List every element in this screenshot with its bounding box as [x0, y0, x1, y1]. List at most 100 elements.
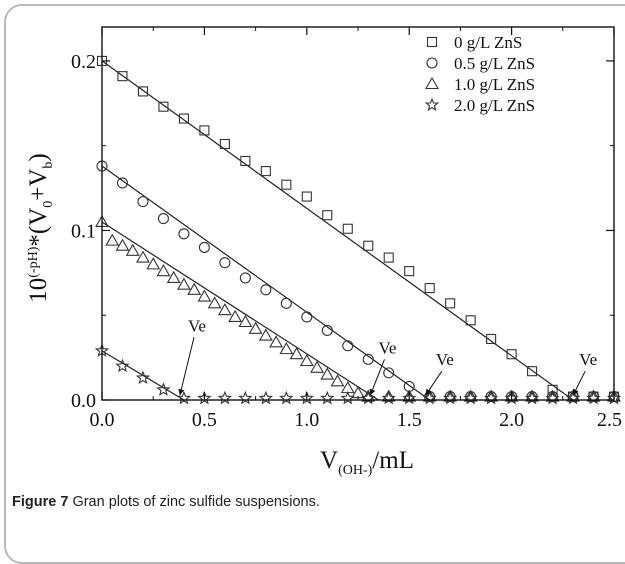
data-point-triangle	[279, 342, 294, 355]
data-point-star	[443, 390, 458, 405]
data-point-star	[565, 390, 581, 405]
legend-marker-triangle	[425, 76, 439, 90]
data-point-circle	[239, 272, 251, 284]
x-tick-label: 1.0	[294, 409, 319, 431]
plot-frame	[101, 26, 615, 401]
data-point-star	[402, 390, 417, 405]
x-tick-label: 2.0	[499, 409, 524, 431]
data-point-triangle	[228, 309, 243, 322]
legend-label: 2.0 g/L ZnS	[454, 96, 535, 115]
legend-label: 0 g/L ZnS	[454, 33, 522, 52]
ve-annotation: Ve	[369, 338, 396, 396]
data-point-circle	[157, 213, 169, 225]
data-point-star	[545, 390, 560, 405]
data-point-triangle	[105, 233, 120, 246]
data-point-square	[363, 240, 374, 251]
data-point-star	[320, 390, 335, 405]
ve-annotation: Ve	[425, 350, 454, 396]
data-point-circle	[280, 297, 292, 309]
data-point-triangle	[217, 303, 232, 316]
legend-label: 1.0 g/L ZnS	[454, 75, 535, 94]
data-point-star	[176, 390, 192, 405]
data-point-square	[424, 283, 435, 294]
data-point-triangle	[238, 314, 253, 328]
data-point-square	[240, 155, 251, 166]
data-point-star	[340, 390, 355, 405]
data-point-triangle	[320, 367, 335, 380]
annotations: Ve Ve Ve Ve	[178, 316, 597, 396]
ve-label: Ve	[188, 316, 206, 335]
data-point-star	[463, 390, 478, 405]
data-point-square	[260, 166, 271, 177]
data-point-triangle	[156, 264, 171, 277]
series-triangle	[95, 214, 621, 402]
data-point-star	[606, 390, 622, 405]
data-point-square	[404, 266, 415, 277]
data-point-square	[486, 333, 497, 345]
data-point-star	[258, 390, 273, 405]
data-point-square	[465, 315, 476, 326]
data-point-triangle	[187, 282, 202, 295]
ve-label: Ve	[436, 350, 454, 369]
legend-entry: 1.0 g/L ZnS	[425, 75, 535, 94]
data-point-square	[322, 210, 333, 221]
data-point-triangle	[136, 250, 150, 263]
fit-line-circle	[101, 165, 431, 401]
data-point-star	[422, 390, 437, 405]
data-point-triangle	[299, 353, 314, 367]
data-point-circle	[321, 324, 333, 337]
series-star	[94, 343, 622, 405]
data-point-square	[199, 125, 210, 136]
data-point-star	[524, 390, 540, 405]
data-point-circle	[116, 177, 129, 189]
x-tick-label: 2.5	[597, 409, 622, 431]
data-point-square	[547, 384, 558, 395]
data-point-star	[197, 390, 212, 405]
data-point-triangle	[125, 243, 140, 256]
series-square	[96, 55, 620, 402]
data-point-star	[238, 390, 253, 405]
data-point-triangle	[330, 374, 345, 387]
ve-label: Ve	[378, 338, 396, 357]
data-point-square	[383, 252, 394, 263]
plot-area	[94, 55, 622, 405]
data-point-triangle	[115, 238, 130, 251]
y-tick-label: 0.1	[71, 220, 96, 242]
ve-label: Ve	[579, 350, 597, 369]
data-point-triangle	[248, 321, 263, 334]
data-point-square	[178, 113, 189, 124]
x-axis-title: V(OH-)/mL	[320, 447, 414, 478]
data-point-triangle	[258, 328, 273, 341]
data-point-triangle	[289, 347, 304, 360]
data-point-star	[299, 390, 314, 405]
data-point-circle	[383, 367, 395, 379]
data-point-square	[342, 223, 353, 234]
data-point-triangle	[197, 289, 212, 302]
x-tick-label: 0.5	[192, 409, 217, 431]
figure-caption-text: Gran plots of zinc sulfide suspensions.	[72, 494, 320, 510]
legend-entry: 0 g/L ZnS	[426, 33, 522, 52]
data-point-square	[219, 138, 230, 150]
data-point-star	[586, 390, 601, 405]
ve-annotation: Ve	[178, 316, 206, 396]
data-point-star	[135, 370, 151, 385]
data-point-square	[527, 366, 538, 377]
x-tick-label: 1.5	[397, 409, 422, 431]
fit-line-triangle	[101, 221, 379, 401]
legend-entry: 0.5 g/L ZnS	[426, 54, 535, 73]
y-tick-label: 0.0	[71, 390, 96, 412]
ve-arrow	[572, 370, 586, 396]
data-point-star	[217, 390, 233, 405]
data-point-triangle	[166, 270, 181, 283]
data-point-square	[445, 298, 456, 309]
legend-label: 0.5 g/L ZnS	[454, 54, 535, 73]
ve-annotation: Ve	[572, 350, 597, 396]
data-point-circle	[219, 257, 231, 269]
fit-line-star	[101, 350, 185, 401]
ve-arrow	[369, 359, 385, 396]
data-point-star	[361, 390, 376, 405]
gran-plot-chart: 0.0 0.5 1.0 1.5 2.0 2.5 0.0 0.1 0.2 0 g/L ZnS 0.5…	[25, 26, 622, 478]
data-point-circle	[362, 353, 374, 365]
data-point-circle	[301, 311, 313, 323]
data-point-triangle	[269, 335, 284, 348]
